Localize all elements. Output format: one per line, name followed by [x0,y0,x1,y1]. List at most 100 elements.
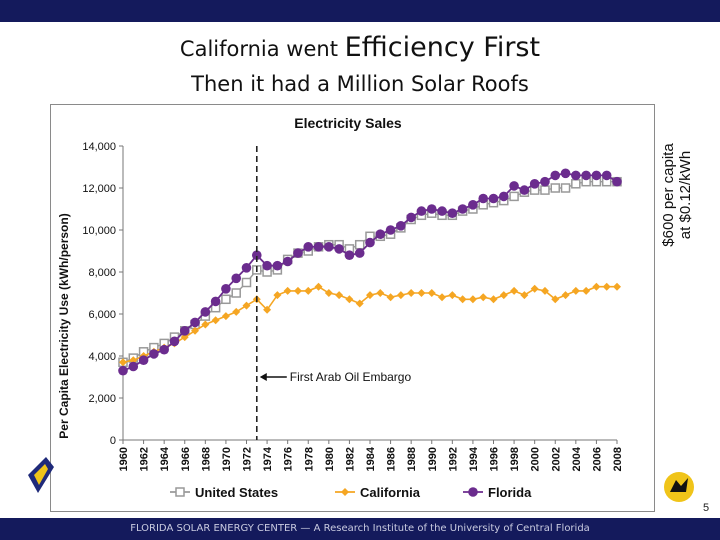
florida-point [169,336,180,347]
california-point [510,286,519,295]
california-point [324,289,333,297]
legend-florida-label: Florida [488,485,532,500]
california-point [386,293,395,302]
florida-point [149,349,159,359]
california-point [293,286,302,295]
california-point [273,291,282,300]
florida-point [468,200,478,210]
california-point [355,299,364,308]
x-tick-label: 1996 [489,447,501,471]
y-tick-label: 12,000 [82,183,116,195]
united-states-point [241,277,252,288]
florida-point [272,260,283,271]
california-point [119,358,127,367]
x-tick-label: 2000 [530,447,542,471]
y-axis-label: Per Capita Electricity Use (kWh/person) [57,213,71,438]
top-bar [0,0,720,22]
florida-point [375,229,386,239]
legend-california-marker [341,488,349,496]
footer-text: FLORIDA SOLAR ENERGY CENTER — A Research… [130,523,590,534]
florida-point [509,181,519,191]
california-point [211,316,220,325]
x-tick-label: 2002 [550,447,562,471]
x-tick-label: 1980 [324,447,336,471]
california-point [263,305,272,314]
x-tick-label: 1990 [427,447,439,471]
axes: 0 2,000 4,000 6,000 8,000 10,000 12,000 14,000 1… [82,141,624,471]
florida-point [200,307,211,317]
series-florida [118,168,622,376]
florida-point [581,170,591,181]
y-tick-label: 14,000 [82,141,116,153]
florida-point [519,185,530,195]
california-point [417,289,426,297]
florida-point [334,244,344,254]
florida-point [540,176,550,187]
annotation-layer: First Arab Oil Embargo [255,146,412,440]
united-states-point [550,183,560,193]
x-tick-label: 1972 [242,447,254,471]
side-note-line-2: at $0.12/kWh [677,150,694,240]
florida-point [488,193,499,204]
florida-point [601,170,612,181]
florida-point [437,206,447,216]
electricity-sales-chart: Electricity Sales Per Capita Electricity… [50,104,655,512]
united-states-point [571,179,581,189]
california-point [201,320,210,329]
california-point [376,289,385,297]
y-tick-label: 2,000 [88,393,116,405]
chart-title: Electricity Sales [294,115,402,131]
x-tick-label: 2004 [571,446,583,471]
y-tick-label: 8,000 [88,267,116,279]
pegasus-logo-icon [664,472,694,502]
arrowhead-icon [259,373,267,381]
logo-left-icon [28,457,54,493]
california-point [571,286,580,295]
florida-point [396,221,406,231]
california-point [613,282,621,291]
florida-point [571,170,581,181]
title-part-2: Efficiency First [344,32,541,63]
california-point [314,282,323,291]
x-tick-label: 1982 [344,447,356,471]
series-california [119,282,621,367]
side-note: $600 per capita at $0.12/kWh [660,85,694,305]
california-point [582,286,591,295]
florida-point [498,191,509,202]
florida-point [159,344,169,355]
title-part-1: California went [179,37,345,61]
california-point [489,295,498,304]
california-point [438,293,447,302]
y-tick-label: 0 [110,435,116,447]
california-point [345,295,354,304]
x-tick-label: 1988 [406,447,418,471]
florida-point [365,237,375,248]
legend-united-states-label: United States [195,485,278,500]
x-tick-label: 2008 [612,447,624,471]
california-point [448,291,457,300]
california-point [468,295,477,304]
x-tick-label: 1962 [139,447,151,471]
legend-united-states-marker [175,487,185,497]
united-states-point [540,185,550,195]
legend-california-label: California [360,485,421,500]
united-states-point [221,294,231,305]
florida-point [457,204,468,214]
florida-point [282,256,293,267]
annotation-text: First Arab Oil Embargo [290,370,412,384]
florida-point [416,206,427,216]
x-tick-label: 1984 [365,446,377,471]
florida-point [591,170,602,181]
florida-point [426,204,437,214]
california-point [335,291,344,300]
florida-point [241,263,252,273]
y-tick-label: 6,000 [88,309,116,321]
california-point [232,307,241,316]
florida-point [354,248,365,258]
x-tick-label: 1966 [180,447,192,471]
x-tick-label: 1976 [283,447,295,471]
x-tick-label: 1960 [118,447,130,471]
florida-point [190,317,200,328]
california-point [283,286,292,295]
florida-point [447,208,458,218]
